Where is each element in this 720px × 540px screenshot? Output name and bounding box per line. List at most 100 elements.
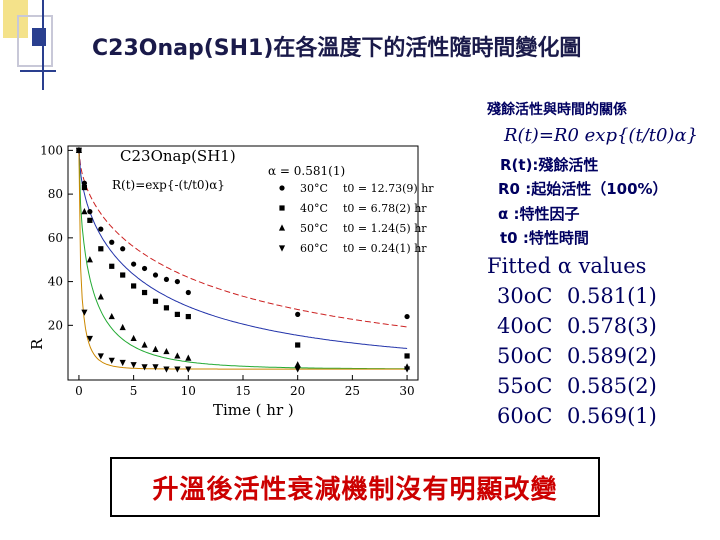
data-point-s3-6 <box>130 362 137 369</box>
data-point-s1-7 <box>141 289 148 296</box>
fitted-value-4: 0.569(1) <box>567 404 657 428</box>
fitted-temp-2: 50oC <box>497 344 553 368</box>
data-point-s3-2 <box>86 335 93 343</box>
legend-t0-1: t0 = 6.78(2) hr <box>343 202 427 215</box>
y-tick-label: 40 <box>48 275 63 289</box>
fit-curve-2 <box>78 150 408 370</box>
y-tick-label: 60 <box>48 231 63 245</box>
data-point-s2-8 <box>152 345 159 352</box>
decay-chart: 0 5 10 15 20 25 30 20 40 60 80 100 C23Onap(SH1) R(t… <box>28 143 434 419</box>
x-tick-label: 10 <box>181 384 196 398</box>
data-point-s3-8 <box>152 364 159 371</box>
fitted-value-0: 0.581(1) <box>567 284 657 308</box>
fitted-value-2: 0.589(2) <box>567 344 657 368</box>
data-point-s3-3 <box>97 353 104 360</box>
legend: 30°C t0 = 12.73(9) hr 40°C t0 = 6.78(2) hr 5… <box>278 182 434 255</box>
fitted-value-1: 0.578(3) <box>567 314 657 338</box>
data-point-s1-8 <box>152 298 159 304</box>
fit-curve-0 <box>78 150 408 328</box>
data-point-s2-12 <box>294 361 301 368</box>
y-axis-label: R <box>28 338 46 350</box>
conclusion-box: 升溫後活性衰減機制沒有明顯改變 <box>110 457 600 517</box>
data-point-s3-9 <box>163 366 170 373</box>
x-tick-label: 20 <box>290 384 305 398</box>
data-point-s1-11 <box>185 313 191 320</box>
data-point-s2-4 <box>108 312 115 320</box>
data-point-s1-9 <box>163 305 170 311</box>
legend-marker-0 <box>279 185 285 191</box>
fitted-temp-0: 30oC <box>497 284 553 308</box>
data-point-s3-10 <box>174 366 181 373</box>
data-point-s3-12 <box>294 366 301 373</box>
fitted-value-3: 0.585(2) <box>567 374 657 398</box>
data-point-s0-2 <box>87 209 93 215</box>
axes-layer: 0 5 10 15 20 25 30 20 40 60 80 100 <box>40 143 419 398</box>
fitted-temp-3: 55oC <box>497 374 553 398</box>
data-point-s1-12 <box>295 342 301 348</box>
data-point-s1-10 <box>174 311 180 317</box>
data-point-s0-9 <box>163 276 170 283</box>
fitted-title: Fitted α values <box>487 254 647 278</box>
deco-vertical-line <box>42 0 44 90</box>
legend-t0-0: t0 = 12.73(9) hr <box>343 182 434 195</box>
y-tick-label: 20 <box>48 318 63 332</box>
data-point-s2-6 <box>130 334 137 342</box>
data-point-s3-1 <box>81 309 88 316</box>
def-r-t: R(t):殘餘活性 <box>500 156 599 174</box>
deco-frame-block <box>17 15 53 67</box>
chart-title: C23Onap(SH1) <box>120 147 236 165</box>
data-point-s0-3 <box>98 226 104 232</box>
panel-heading: 殘餘活性與時間的關係 <box>487 102 627 118</box>
data-point-s0-1 <box>81 180 88 186</box>
fit-curve-3 <box>78 150 408 370</box>
x-tick-label: 25 <box>345 384 360 398</box>
x-tick-label: 0 <box>75 384 83 398</box>
legend-marker-1 <box>279 205 285 211</box>
data-point-s3-5 <box>119 359 126 367</box>
data-point-s2-5 <box>119 323 126 331</box>
legend-marker-2 <box>278 224 286 231</box>
x-tick-label: 15 <box>235 384 250 398</box>
y-tick-label: 80 <box>48 187 63 201</box>
data-point-s2-2 <box>86 256 93 263</box>
legend-t0-3: t0 = 0.24(1) hr <box>343 242 427 255</box>
def-t0: t0 :特性時間 <box>500 229 589 247</box>
data-point-s2-3 <box>97 293 104 300</box>
data-point-s2-7 <box>141 341 148 348</box>
data-point-s3-7 <box>141 364 148 371</box>
data-point-s0-7 <box>141 265 148 272</box>
legend-label-2: 50°C <box>300 222 328 235</box>
data-point-s1-4 <box>109 263 115 269</box>
data-point-s3-4 <box>108 357 115 364</box>
data-point-s0-10 <box>174 278 180 285</box>
data-point-s2-1 <box>81 208 88 215</box>
data-point-s1-5 <box>120 272 126 278</box>
fit-curves-layer <box>78 150 408 370</box>
data-point-s1-13 <box>404 353 410 359</box>
legend-label-0: 30°C <box>300 182 328 195</box>
legend-label-1: 40°C <box>300 202 328 215</box>
data-point-s0-11 <box>185 289 191 296</box>
data-point-s2-11 <box>185 354 192 361</box>
def-alpha: α :特性因子 <box>498 205 580 223</box>
x-axis-label: Time ( hr ) <box>213 401 294 419</box>
legend-marker-3 <box>278 245 286 252</box>
deco-yellow-block <box>3 0 28 38</box>
data-point-s0-12 <box>295 311 301 317</box>
fitted-temp-1: 40oC <box>497 314 553 338</box>
chart-formula: R(t)=exp{-(t/t0)α} <box>112 178 225 192</box>
panel-equation: R(t)=R0 exp{(t/t0)α} <box>504 125 699 146</box>
data-point-s3-0 <box>75 147 83 154</box>
fitted-temp-4: 60oC <box>497 404 553 428</box>
deco-horizontal-line <box>20 70 56 72</box>
data-point-s0-4 <box>109 239 115 245</box>
def-r0: R0 :起始活性（100%） <box>498 180 668 198</box>
data-point-s3-13 <box>403 366 411 373</box>
legend-label-3: 60°C <box>300 242 328 255</box>
data-point-s0-13 <box>404 313 410 320</box>
data-point-s1-1 <box>81 184 88 191</box>
data-point-s0-5 <box>120 246 126 252</box>
x-tick-label: 5 <box>130 384 138 398</box>
page-title: C23Onap(SH1)在各溫度下的活性隨時間變化圖 <box>92 36 582 61</box>
legend-t0-2: t0 = 1.24(5) hr <box>343 222 427 235</box>
